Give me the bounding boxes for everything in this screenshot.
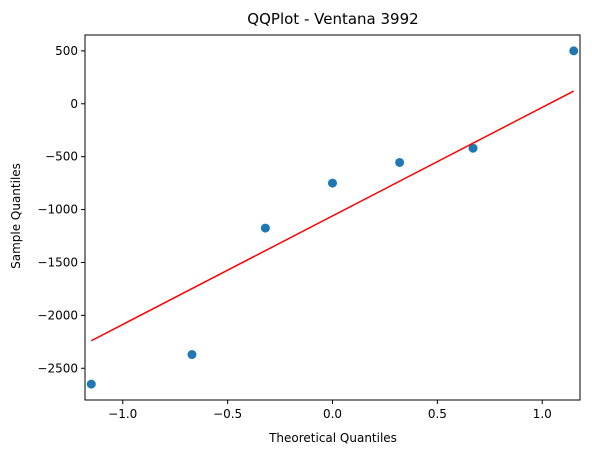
y-axis-label: Sample Quantiles	[9, 163, 23, 269]
y-tick-label: −1000	[37, 203, 78, 217]
x-tick-label: −1.0	[108, 407, 137, 421]
plot-content	[86, 46, 579, 389]
data-point	[260, 223, 270, 233]
x-tick-label: 1.0	[533, 407, 552, 421]
x-axis-label: Theoretical Quantiles	[268, 431, 397, 445]
x-tick-label: 0.5	[428, 407, 447, 421]
y-axis-ticks: 500 0 −500 −1000 −1500 −2000 −2500	[37, 44, 85, 375]
data-point	[86, 379, 96, 389]
chart-title: QQPlot - Ventana 3992	[247, 10, 418, 28]
data-point	[569, 46, 579, 56]
data-point	[187, 350, 197, 360]
fit-line	[90, 90, 575, 342]
y-tick-label: −2000	[37, 308, 78, 322]
y-tick-label: 500	[55, 44, 78, 58]
x-tick-label: 0.0	[323, 407, 342, 421]
y-tick-label: 0	[70, 97, 78, 111]
y-tick-label: −1500	[37, 255, 78, 269]
data-point	[395, 157, 405, 167]
data-point	[468, 143, 478, 153]
x-axis-ticks: −1.0 −0.5 0.0 0.5 1.0	[108, 400, 552, 421]
y-tick-label: −500	[45, 150, 78, 164]
y-tick-label: −2500	[37, 361, 78, 375]
data-point	[328, 178, 337, 188]
x-tick-label: −0.5	[213, 407, 242, 421]
